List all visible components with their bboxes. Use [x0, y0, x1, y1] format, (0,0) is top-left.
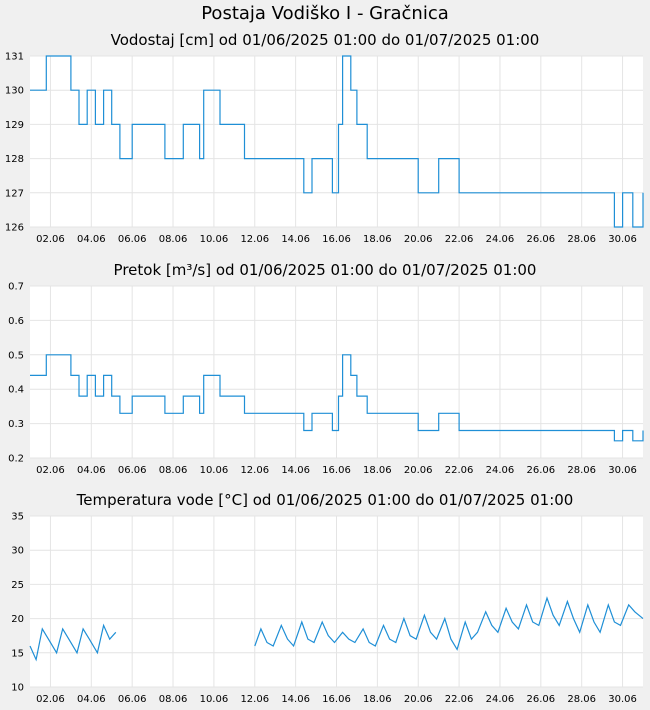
y-tick-label: 10: [11, 683, 24, 694]
x-tick-label: 24.06: [486, 465, 515, 476]
x-tick-label: 04.06: [77, 234, 106, 245]
x-tick-label: 16.06: [322, 465, 351, 476]
x-tick-label: 16.06: [322, 234, 351, 245]
y-tick-label: 129: [5, 120, 24, 131]
y-tick-label: 15: [11, 648, 24, 659]
y-tick-label: 30: [11, 546, 24, 557]
x-tick-label: 22.06: [445, 234, 474, 245]
x-tick-label: 20.06: [404, 465, 433, 476]
x-tick-label: 12.06: [240, 465, 269, 476]
chart-title-vodostaj: Vodostaj [cm] od 01/06/2025 01:00 do 01/…: [110, 31, 540, 49]
x-tick-label: 06.06: [118, 694, 147, 705]
x-tick-label: 30.06: [608, 234, 637, 245]
x-tick-label: 04.06: [77, 465, 106, 476]
y-tick-label: 127: [5, 188, 24, 199]
y-tick-label: 0.2: [8, 454, 24, 465]
x-tick-label: 30.06: [608, 694, 637, 705]
x-tick-label: 26.06: [527, 694, 556, 705]
y-tick-label: 35: [11, 512, 24, 523]
x-tick-label: 12.06: [240, 234, 269, 245]
x-tick-label: 12.06: [240, 694, 269, 705]
x-tick-label: 20.06: [404, 234, 433, 245]
x-tick-label: 18.06: [363, 694, 392, 705]
chart-pretok: 0.2 0.3 0.4 0.5 0.6 0.7 02.06 04.06 06.06 08.06 10…: [8, 282, 644, 476]
x-tick-label: 28.06: [567, 234, 596, 245]
x-tick-label: 26.06: [527, 234, 556, 245]
y-tick-label: 20: [11, 614, 24, 625]
x-tick-label: 02.06: [36, 465, 65, 476]
y-tick-label: 126: [5, 223, 24, 234]
x-tick-label: 14.06: [281, 694, 310, 705]
x-tick-label: 10.06: [200, 234, 229, 245]
y-tick-label: 0.4: [8, 385, 24, 396]
x-tick-label: 22.06: [445, 694, 474, 705]
x-tick-label: 28.06: [567, 465, 596, 476]
x-tick-label: 14.06: [281, 234, 310, 245]
x-tick-label: 16.06: [322, 694, 351, 705]
x-tick-label: 14.06: [281, 465, 310, 476]
x-tick-label: 06.06: [118, 465, 147, 476]
x-tick-label: 18.06: [363, 234, 392, 245]
series-line: [30, 354, 644, 442]
x-tick-label: 08.06: [159, 234, 188, 245]
series-line: [30, 55, 644, 228]
x-tick-label: 04.06: [77, 694, 106, 705]
y-tick-label: 25: [11, 580, 24, 591]
y-tick-label: 130: [5, 86, 24, 97]
x-tick-label: 10.06: [200, 694, 229, 705]
x-tick-label: 06.06: [118, 234, 147, 245]
chart-title-temperatura: Temperatura vode [°C] od 01/06/2025 01:0…: [76, 491, 574, 509]
y-tick-label: 0.6: [8, 316, 24, 327]
y-tick-label: 0.5: [8, 350, 24, 361]
y-tick-label: 0.3: [8, 419, 24, 430]
y-tick-label: 0.7: [8, 282, 24, 293]
x-tick-label: 02.06: [36, 234, 65, 245]
x-tick-label: 02.06: [36, 694, 65, 705]
x-tick-label: 22.06: [445, 465, 474, 476]
x-tick-label: 08.06: [159, 465, 188, 476]
page-title: Postaja Vodiško I - Gračnica: [201, 3, 449, 24]
y-tick-label: 128: [5, 154, 24, 165]
x-tick-label: 24.06: [486, 694, 515, 705]
x-tick-label: 20.06: [404, 694, 433, 705]
x-tick-label: 28.06: [567, 694, 596, 705]
series-line: [29, 623, 117, 662]
chart-vodostaj: 126 127 128 129 130 131 02.06 04.06 06.06 08.06 10…: [5, 52, 644, 245]
x-tick-label: 30.06: [608, 465, 637, 476]
chart-title-pretok: Pretok [m³/s] od 01/06/2025 01:00 do 01/…: [113, 261, 537, 279]
y-tick-label: 131: [5, 52, 24, 63]
x-tick-label: 18.06: [363, 465, 392, 476]
x-tick-label: 26.06: [527, 465, 556, 476]
x-tick-label: 08.06: [159, 694, 188, 705]
x-tick-label: 24.06: [486, 234, 515, 245]
x-tick-label: 10.06: [200, 465, 229, 476]
series-line: [254, 596, 644, 651]
